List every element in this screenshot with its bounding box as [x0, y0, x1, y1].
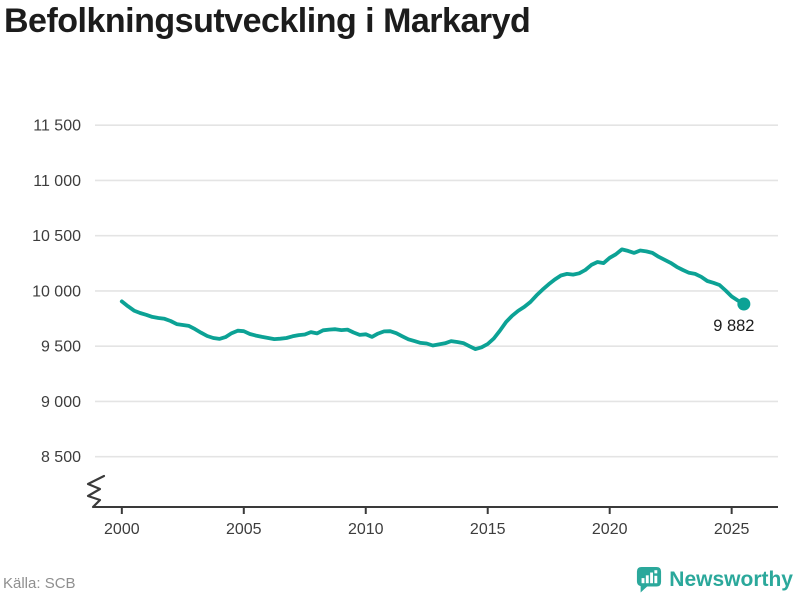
- brand-name: Newsworthy: [669, 567, 793, 591]
- population-line: [119, 247, 746, 351]
- chart-title: Befolkningsutveckling i Markaryd: [4, 2, 531, 40]
- y-tick-label: 10 500: [32, 228, 81, 245]
- y-tick-label: 9 500: [41, 339, 81, 356]
- x-tick-label: 2010: [348, 521, 384, 538]
- x-tick-label: 2000: [104, 521, 140, 538]
- source-label: Källa: SCB: [3, 575, 76, 592]
- newsworthy-logo: Newsworthy: [636, 566, 793, 593]
- x-tick-label: 2015: [470, 521, 506, 538]
- y-tick-label: 8 500: [41, 449, 81, 466]
- x-tick-label: 2025: [714, 521, 750, 538]
- y-tick-label: 11 000: [33, 173, 81, 190]
- x-tick-label: 2020: [592, 521, 628, 538]
- y-tick-label: 9 000: [41, 394, 81, 411]
- end-point-marker: [737, 297, 751, 311]
- end-value-label: 9 882: [713, 317, 754, 335]
- newsworthy-bar-chart-bubble-icon: [636, 566, 662, 593]
- x-tick-label: 2005: [226, 521, 262, 538]
- axis-break-icon: [86, 474, 106, 509]
- y-tick-label: 10 000: [32, 283, 81, 300]
- y-tick-label: 11 500: [33, 118, 81, 135]
